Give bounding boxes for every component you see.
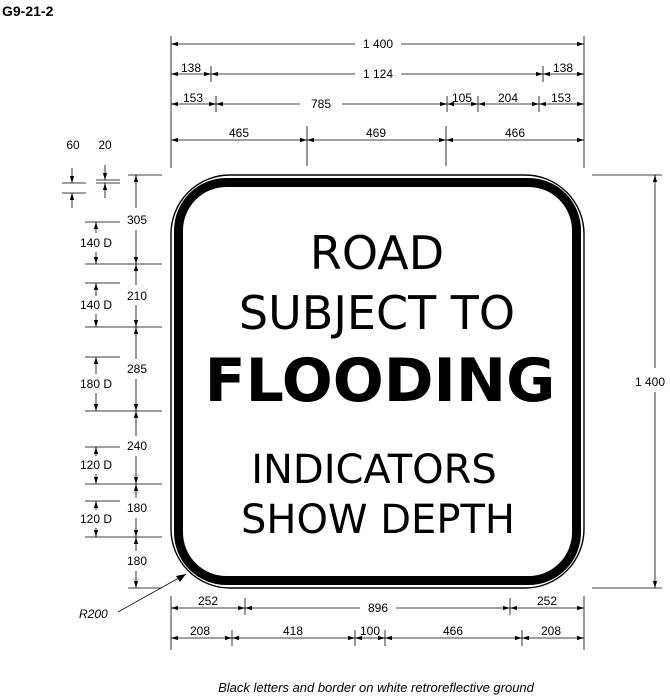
dim-bottom-r2-b: 418 (283, 624, 303, 638)
sign-code: G9-21-2 (2, 3, 54, 19)
dim-space-6: 180 (127, 554, 147, 568)
dim-space-5: 180 (127, 501, 147, 515)
dim-space-4: 240 (127, 439, 147, 453)
dim-radius: R200 (79, 607, 108, 621)
sign-line-road: ROAD (310, 226, 444, 280)
dim-top-r3-b: 785 (311, 97, 331, 111)
dim-top-r2-c: 138 (553, 61, 573, 75)
dim-space-1: 305 (127, 213, 147, 227)
sign-line-flooding: FLOODING (205, 346, 556, 416)
bottom-dimensions: 252 896 252 208 418 100 466 208 (170, 594, 585, 650)
sign-outer-edge (170, 174, 585, 589)
dim-top-r4-c: 466 (505, 126, 525, 140)
radius-callout: R200 (79, 573, 187, 621)
dim-bottom-r2-a: 208 (190, 624, 210, 638)
dim-top-r4-a: 465 (229, 126, 249, 140)
dim-top-r3-c: 105 (452, 91, 472, 105)
dim-space-2: 210 (127, 289, 147, 303)
dim-bottom-r2-e: 208 (541, 624, 561, 638)
sign-panel (170, 174, 585, 589)
sign-border (174, 178, 581, 585)
left-dimensions: 60 20 305 210 (62, 138, 162, 589)
dim-bottom-r1-b: 896 (368, 601, 388, 615)
dim-bottom-r2-c: 100 (360, 624, 380, 638)
dim-top-r3-d: 204 (498, 91, 518, 105)
dim-letter-show-depth: 120 D (80, 512, 112, 526)
sign-line-show-depth: SHOW DEPTH (241, 497, 515, 543)
sign-line-subject-to: SUBJECT TO (239, 286, 515, 340)
dim-top-r2-b: 1 124 (363, 67, 393, 81)
dim-bottom-r1-a: 252 (198, 594, 218, 608)
dim-letter-road: 140 D (80, 236, 112, 250)
dim-top-r4-b: 469 (366, 126, 386, 140)
dim-letter-subject: 140 D (80, 298, 112, 312)
dim-top-overall: 1 400 (363, 37, 393, 51)
top-dimensions: 1 400 138 1 124 138 153 785 105 204 153 … (170, 36, 585, 168)
sign-line-indicators: INDICATORS (251, 447, 497, 493)
dim-top-r2-a: 138 (181, 61, 201, 75)
dim-top-r3-e: 153 (551, 91, 571, 105)
dim-top-r3-a: 153 (183, 91, 203, 105)
right-dimension: 1 400 (592, 174, 665, 589)
dim-bottom-r1-c: 252 (537, 594, 557, 608)
dim-border-60: 60 (66, 138, 80, 152)
dim-letter-flooding: 180 D (80, 377, 112, 391)
footnote: Black letters and border on white retror… (218, 680, 535, 695)
dim-space-3: 285 (127, 362, 147, 376)
dim-letter-indicators: 120 D (80, 458, 112, 472)
dim-right-overall: 1 400 (635, 375, 665, 389)
dim-border-20: 20 (98, 138, 112, 152)
dim-bottom-r2-d: 466 (443, 624, 463, 638)
